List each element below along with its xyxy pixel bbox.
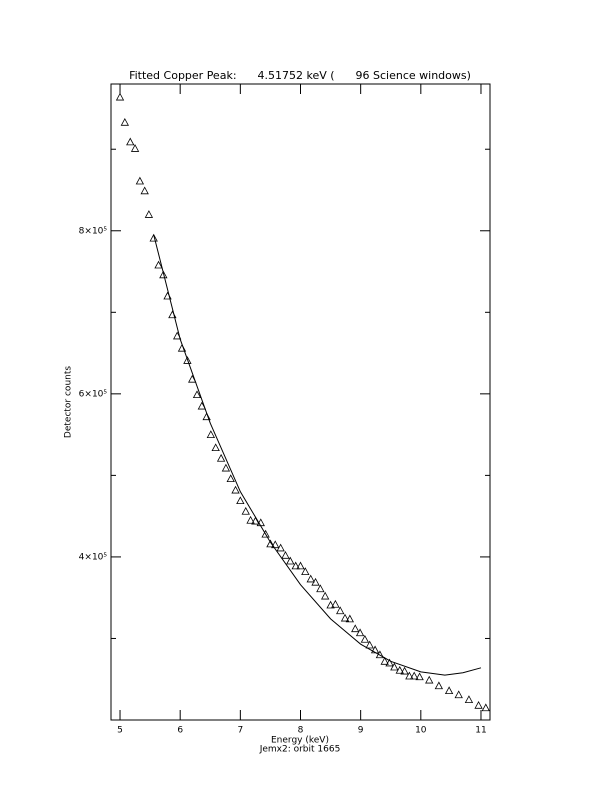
data-point [385,658,394,667]
data-point [320,591,330,600]
data-point [261,529,270,538]
data-point [306,574,315,583]
data-point [474,700,483,709]
x-tick-label: 11 [475,726,486,736]
x-tick-label: 8 [298,726,304,736]
data-point [271,540,280,549]
data-point [130,144,140,152]
data-point [316,584,325,593]
data-point [410,671,419,680]
data-point [202,412,211,421]
data-point [221,463,231,472]
data-point [135,176,145,185]
data-point [395,665,404,674]
data-point [144,210,154,218]
y-axis-label: Detector counts [64,366,74,438]
data-point [246,515,255,524]
data-point [291,561,300,570]
data-point [351,624,360,633]
data-point [236,496,245,505]
data-point [154,260,163,269]
data-point [301,567,310,575]
data-point [345,614,354,623]
data-point [400,666,409,675]
x-tick-label: 9 [358,726,364,736]
data-point [159,270,168,279]
data-point [390,662,399,671]
chart-title: Fitted Copper Peak: 4.51752 keV ( 96 Sci… [129,69,471,82]
data-point [464,695,474,704]
data-point [425,675,434,684]
data-point [231,485,240,494]
data-point [226,474,235,483]
fit-line [153,234,482,676]
data-point [276,543,285,552]
data-point [241,506,250,515]
data-point [281,550,290,559]
data-point [380,656,389,665]
plot-frame [110,83,491,721]
data-point [331,599,340,608]
data-point [286,556,295,565]
data-point [340,613,350,622]
data-point [405,671,414,680]
x-tick-label: 6 [177,726,183,736]
data-point [296,561,305,570]
data-point [434,681,444,690]
data-point [365,640,374,649]
data-point [454,690,463,699]
data-point [211,443,220,452]
data-point [415,672,424,681]
y-tick-label: 6×10⁵ [79,389,108,399]
data-point [120,117,130,126]
data-point [183,356,192,364]
y-tick-label: 4×10⁵ [79,552,108,562]
data-point [126,137,135,146]
data-point [360,634,370,643]
data-point [115,92,125,101]
x-tick-label: 10 [415,726,427,736]
data-point [266,539,275,548]
data-point [192,390,202,399]
data-point [140,186,149,195]
data-point [206,430,216,439]
data-point [326,600,335,609]
data-point [481,703,490,712]
subtitle: Jemx2: orbit 1665 [259,745,341,755]
data-point [444,686,454,695]
data-point [311,577,320,586]
x-axis-label: Energy (keV) [271,736,329,746]
data-point [355,628,365,637]
data-point [336,606,345,615]
x-tick-label: 5 [117,726,123,736]
x-tick-label: 7 [237,726,243,736]
data-point [149,233,158,242]
y-tick-label: 8×10⁵ [79,226,108,236]
data-point [216,453,226,462]
